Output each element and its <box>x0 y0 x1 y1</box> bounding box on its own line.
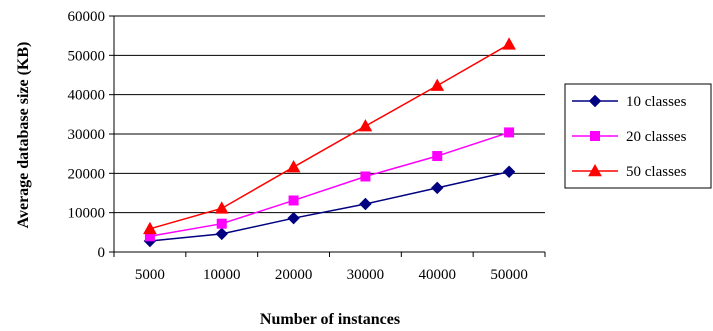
legend-marker <box>588 94 602 108</box>
series-line <box>149 43 510 230</box>
data-point-diamond <box>431 181 444 195</box>
data-point-square <box>432 151 443 162</box>
series-50-classes <box>143 37 516 235</box>
y-tick-label: 60000 <box>68 9 106 25</box>
x-tick-label: 50000 <box>490 267 528 283</box>
data-point-diamond <box>502 165 516 178</box>
y-axis-ticks: 0 10000 20000 30000 40000 50000 60000 <box>68 9 114 261</box>
y-axis-title: Average database size (KB) <box>15 42 32 229</box>
legend-label: 10 classes <box>626 94 687 110</box>
data-point-triangle <box>358 119 373 132</box>
series-group <box>143 37 516 248</box>
series-20-classes <box>144 127 515 242</box>
data-point-triangle <box>143 221 157 235</box>
x-tick-label: 40000 <box>419 267 457 283</box>
x-tick-label: 20000 <box>275 267 313 283</box>
legend: 10 classes 20 classes 50 classes <box>564 83 712 189</box>
legend-marker <box>588 163 602 177</box>
y-tick-label: 20000 <box>68 166 106 182</box>
legend-item: 50 classes <box>572 163 687 180</box>
legend-label: 20 classes <box>626 129 687 145</box>
data-point-diamond <box>359 197 372 211</box>
y-tick-label: 40000 <box>68 88 106 104</box>
legend-marker <box>590 131 600 141</box>
series-10-classes <box>143 165 516 248</box>
x-tick-label: 10000 <box>203 267 241 283</box>
data-point-square <box>216 218 227 229</box>
x-axis-title: Number of instances <box>260 311 400 328</box>
data-point-square <box>360 171 371 182</box>
y-tick-label: 10000 <box>68 206 106 222</box>
data-point-triangle <box>430 78 445 91</box>
data-point-square <box>288 195 299 206</box>
legend-item: 20 classes <box>572 129 687 145</box>
data-point-square <box>504 127 515 138</box>
x-tick-label: 30000 <box>347 267 385 283</box>
y-tick-label: 0 <box>98 245 106 261</box>
data-point-diamond <box>215 227 228 241</box>
series-line <box>149 171 510 242</box>
data-point-triangle <box>502 37 516 50</box>
x-axis-ticks: 5000 10000 20000 30000 40000 50000 <box>113 252 546 283</box>
x-tick-label: 5000 <box>135 267 165 283</box>
legend-label: 50 classes <box>626 164 687 180</box>
data-point-triangle <box>214 201 229 214</box>
series-line <box>149 131 510 238</box>
y-tick-label: 50000 <box>68 48 106 64</box>
legend-item: 10 classes <box>572 94 687 110</box>
data-point-triangle <box>286 160 301 173</box>
gridlines <box>114 15 545 214</box>
y-tick-label: 30000 <box>68 127 106 143</box>
data-point-diamond <box>287 211 300 225</box>
